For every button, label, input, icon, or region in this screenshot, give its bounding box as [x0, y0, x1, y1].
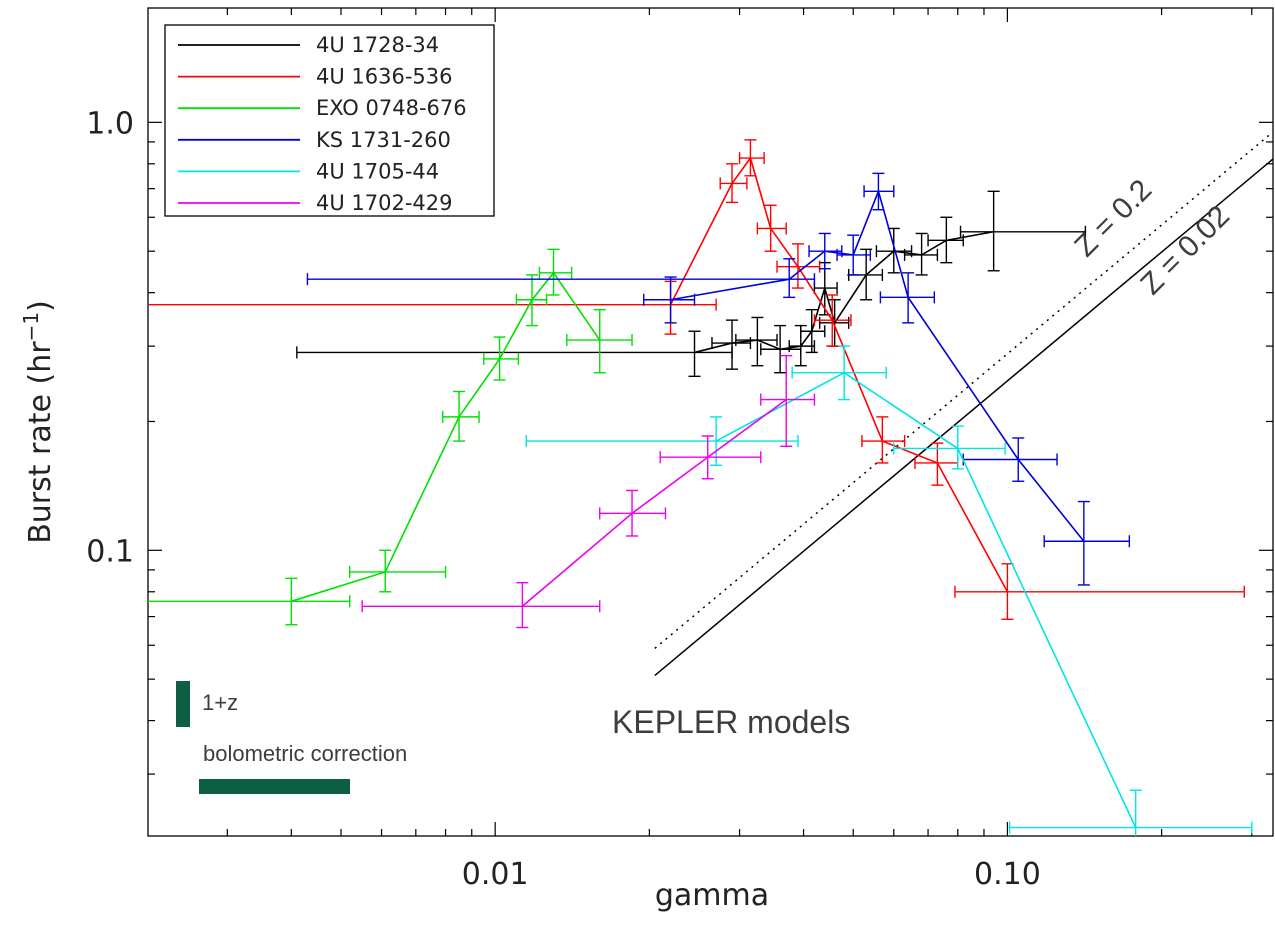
- data-point: [959, 190, 1087, 272]
- series-4: [525, 345, 1253, 836]
- data-point: [791, 345, 887, 401]
- model-line-z-0-2: [654, 131, 1274, 649]
- data-point: [954, 563, 1245, 620]
- data-point: [148, 577, 351, 626]
- data-point: [148, 280, 717, 335]
- series-0: [296, 190, 1087, 378]
- series-line: [670, 188, 1085, 542]
- legend: 4U 1728-34 4U 1636-536 EXO 0748-676 KS 1731…: [164, 24, 495, 217]
- data-point: [349, 549, 447, 593]
- legend-label: 4U 1705-44: [316, 159, 439, 183]
- data-point: [863, 172, 895, 211]
- series-line: [291, 271, 601, 603]
- data-point: [719, 163, 748, 204]
- data-point: [875, 227, 913, 274]
- x-axis-title: gamma: [655, 878, 769, 913]
- data-point: [879, 272, 936, 324]
- data-point: [515, 274, 548, 327]
- data-point: [808, 232, 843, 270]
- data-point: [962, 437, 1058, 482]
- series-line: [694, 230, 994, 354]
- x-tick-label: 0.01: [462, 857, 529, 892]
- data-point: [442, 390, 480, 442]
- data-point: [927, 216, 964, 264]
- data-point: [483, 336, 520, 381]
- legend-box: [164, 24, 495, 217]
- data-point: [903, 232, 939, 276]
- data-point: [296, 330, 733, 378]
- series-3: [306, 172, 1131, 586]
- data-point: [711, 319, 752, 370]
- series-layer: [148, 139, 1253, 836]
- data-point: [893, 425, 1006, 470]
- data-point: [599, 489, 667, 537]
- kepler-model-lines: [654, 131, 1274, 677]
- data-point: [760, 354, 816, 447]
- data-point: [738, 139, 765, 177]
- y-tick-label: 1.0: [86, 106, 134, 141]
- x-tick-label: 0.10: [974, 857, 1041, 892]
- data-point: [361, 582, 601, 629]
- z-02-label: Z = 0.2: [1068, 173, 1158, 263]
- data-point: [836, 234, 872, 276]
- series-2: [148, 248, 633, 626]
- model-line-z-0-02: [654, 158, 1274, 677]
- data-point: [1008, 789, 1253, 836]
- data-point: [756, 204, 787, 252]
- axis-ticks: 0.01 0.10 0.1 1.0: [86, 8, 1273, 892]
- data-point: [813, 261, 838, 316]
- one-plus-z-label: 1+z: [202, 690, 238, 715]
- legend-label: 4U 1702-429: [316, 191, 453, 215]
- series-1: [148, 139, 1245, 620]
- data-point: [525, 416, 799, 466]
- z-002-label: Z = 0.02: [1134, 199, 1236, 301]
- series-line: [521, 398, 787, 607]
- bolometric-correction-label: bolometric correction: [203, 741, 407, 766]
- legend-label: KS 1731-260: [316, 128, 451, 152]
- legend-items: 4U 1728-34 4U 1636-536 EXO 0748-676 KS 1731…: [178, 33, 467, 215]
- data-point: [659, 435, 762, 480]
- data-point: [735, 316, 778, 367]
- kepler-models-label: KEPLER models: [612, 704, 850, 740]
- data-point: [306, 258, 816, 299]
- series-5: [361, 354, 816, 629]
- data-point: [643, 276, 696, 324]
- legend-label: EXO 0748-676: [316, 96, 467, 120]
- data-point: [800, 308, 826, 354]
- one-plus-z-scale-bar: [176, 681, 190, 727]
- series-line: [715, 371, 1137, 828]
- y-tick-label: 0.1: [86, 534, 134, 569]
- data-point: [914, 442, 959, 486]
- data-point: [538, 248, 573, 296]
- legend-label: 4U 1728-34: [316, 33, 439, 57]
- data-point: [566, 308, 633, 374]
- bolometric-scale-bar: [199, 779, 350, 794]
- legend-label: 4U 1636-536: [316, 65, 453, 89]
- y-axis-title: Burst rate (hr−1): [19, 300, 58, 544]
- data-point: [1043, 500, 1131, 586]
- data-point: [861, 416, 906, 464]
- data-point: [776, 243, 821, 289]
- data-point: [813, 294, 852, 347]
